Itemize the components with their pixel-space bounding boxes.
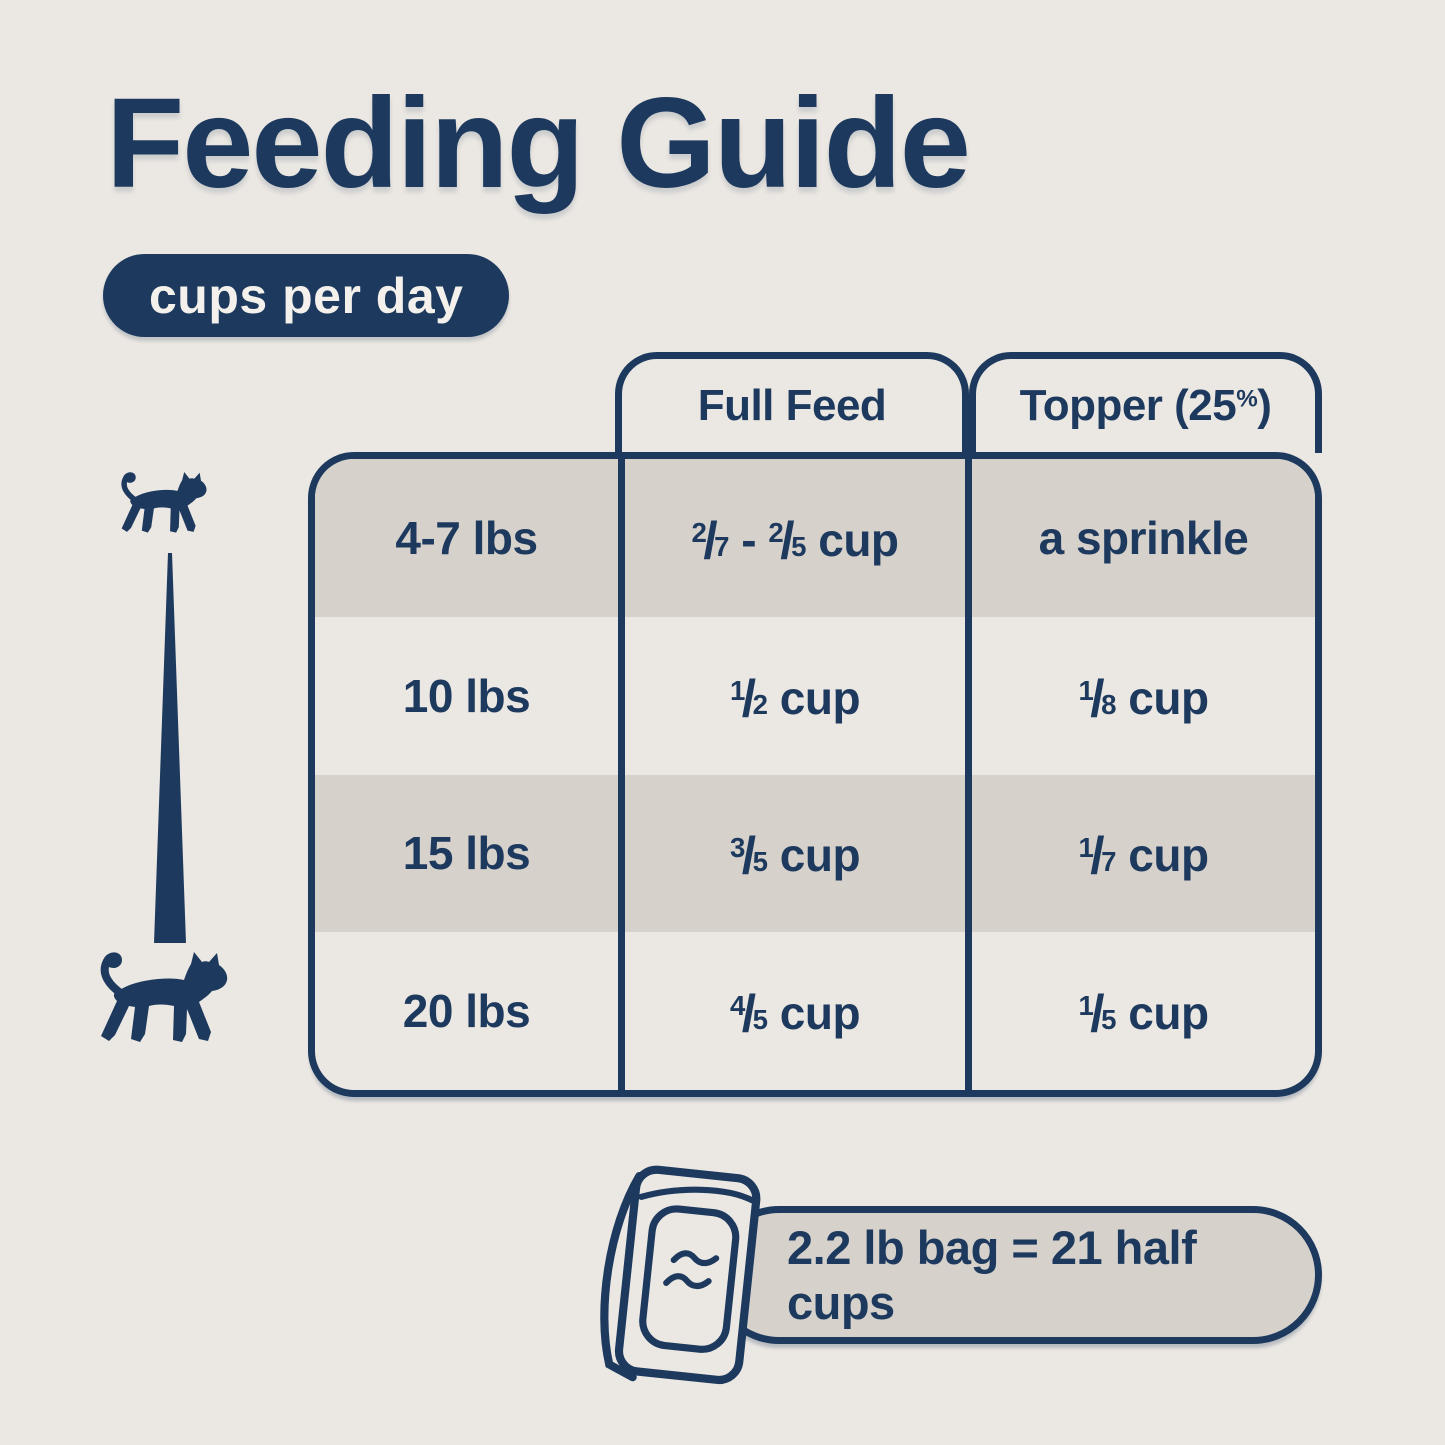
size-taper-icon (154, 553, 186, 943)
text-segment: cup (767, 829, 861, 882)
text-segment: cup (767, 671, 861, 724)
fraction: 2/5 (768, 510, 806, 569)
cell-text: 10 lbs (402, 669, 531, 723)
column-header-full-feed: Full Feed (615, 352, 969, 453)
cell-text: 20 lbs (402, 984, 531, 1038)
fraction: 1/5 (1078, 984, 1116, 1043)
cell-text: 15 lbs (402, 826, 531, 880)
cell-text: 1/2 cup (729, 666, 861, 727)
text-segment: a sprinkle (1038, 511, 1249, 564)
cell-text: 4-7 lbs (395, 511, 538, 565)
page-title: Feeding Guide (106, 72, 971, 215)
cell-text: 4/5 cup (729, 981, 861, 1043)
cell-text: 1/7 cup (1078, 823, 1209, 885)
cell-weight: 15 lbs (315, 774, 618, 933)
text-segment: Topper (25 (1019, 381, 1237, 430)
cell-text: 1/5 cup (1078, 981, 1209, 1043)
text-segment: - (729, 513, 769, 566)
small-cat-icon (121, 472, 207, 533)
cell-weight: 4-7 lbs (315, 459, 618, 617)
fraction: 1/7 (1078, 826, 1116, 885)
cell-full-feed: 1/2 cup (618, 616, 965, 775)
text-segment: 20 lbs (402, 985, 531, 1038)
cell-weight: 20 lbs (315, 932, 618, 1090)
text-segment: 10 lbs (402, 669, 531, 722)
badge-label: cups per day (149, 267, 464, 324)
fraction: 3/5 (729, 826, 768, 885)
cell-full-feed: 2/7 - 2/5 cup (618, 459, 965, 617)
column-header-topper: Topper (25%) (969, 352, 1322, 453)
fraction: 1/2 (729, 668, 768, 727)
cell-topper: 1/8 cup (965, 616, 1315, 775)
cell-topper: 1/7 cup (965, 774, 1315, 933)
fraction: 4/5 (729, 984, 768, 1043)
cell-topper: a sprinkle (965, 459, 1315, 617)
text-segment: cup (1115, 671, 1209, 724)
bag-note-pill: 2.2 lb bag = 21 half cups (710, 1206, 1322, 1344)
bag-note-text: 2.2 lb bag = 21 half cups (787, 1221, 1197, 1329)
text-segment: cup (1115, 987, 1209, 1040)
cell-text: 3/5 cup (729, 823, 861, 885)
cups-per-day-badge: cups per day (103, 254, 510, 337)
cell-full-feed: 4/5 cup (618, 932, 965, 1090)
cell-text: a sprinkle (1039, 511, 1249, 565)
cell-topper: 1/5 cup (965, 932, 1315, 1090)
cell-text: 1/8 cup (1078, 666, 1209, 727)
text-segment: cup (1115, 829, 1209, 882)
cell-text: 2/7 - 2/5 cup (691, 508, 899, 569)
fraction: 1/8 (1078, 668, 1116, 727)
food-bag-icon (600, 1165, 761, 1385)
cell-full-feed: 3/5 cup (618, 774, 965, 933)
header-label: Full Feed (698, 381, 887, 431)
text-segment: Full Feed (697, 381, 887, 430)
large-cat-icon (100, 952, 228, 1042)
text-segment: cup (805, 513, 899, 566)
text-segment: ) (1257, 381, 1272, 430)
fraction: 2/7 (691, 510, 730, 569)
text-segment: 4-7 lbs (395, 511, 538, 564)
feeding-table: 4-7 lbs 2/7 - 2/5 cup a sprinkle 10 lbs 1/2 … (308, 452, 1322, 1097)
header-label: Topper (25%) (1020, 381, 1272, 431)
text-segment: 15 lbs (402, 827, 531, 880)
superscript-segment: % (1236, 385, 1258, 413)
cell-weight: 10 lbs (315, 617, 618, 775)
text-segment: cup (767, 987, 861, 1040)
